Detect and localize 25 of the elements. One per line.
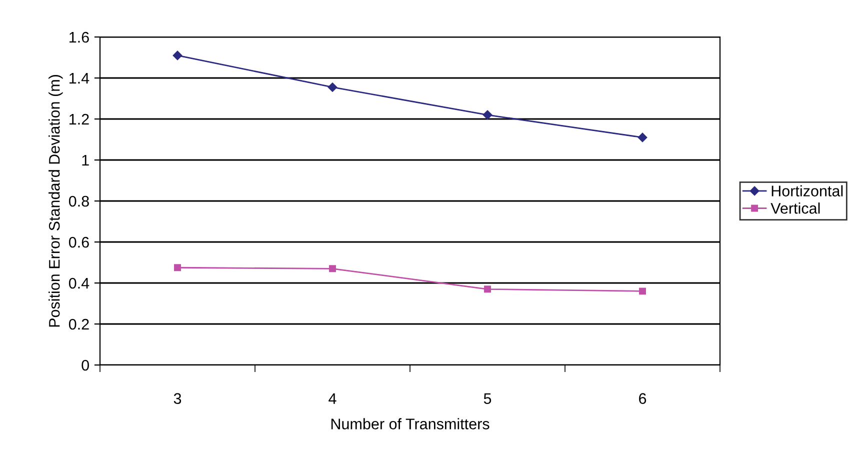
x-tick-label: 4 — [328, 393, 336, 404]
y-tick-label: 0 — [82, 360, 89, 371]
x-tick-label: 5 — [484, 393, 492, 404]
x-tick-label: 6 — [639, 393, 646, 404]
y-tick-label: 0.4 — [68, 278, 90, 289]
point — [328, 82, 338, 92]
point — [172, 50, 182, 60]
y-tick-label: 1 — [82, 155, 89, 166]
y-tick-label: 0.6 — [68, 236, 89, 248]
x-axis-title: Number of Transmitters — [331, 418, 490, 430]
point — [482, 110, 492, 120]
point — [484, 286, 491, 293]
point — [638, 132, 648, 142]
y-tick-label: 0.8 — [68, 196, 89, 207]
point — [174, 264, 181, 272]
y-tick-label: 0.2 — [68, 318, 89, 330]
y-tick-label: 1.4 — [70, 73, 90, 84]
legend-label: Hortizontal — [772, 185, 843, 196]
legend-label: Vertical — [770, 202, 820, 214]
y-tick-label: 1.2 — [70, 114, 89, 125]
y-axis-title: Position Error Standard Deviation (m) — [48, 75, 63, 327]
y-tick-label: 1.6 — [70, 32, 89, 43]
point — [639, 288, 646, 295]
x-tick-label: 3 — [174, 393, 182, 404]
point — [329, 265, 336, 272]
